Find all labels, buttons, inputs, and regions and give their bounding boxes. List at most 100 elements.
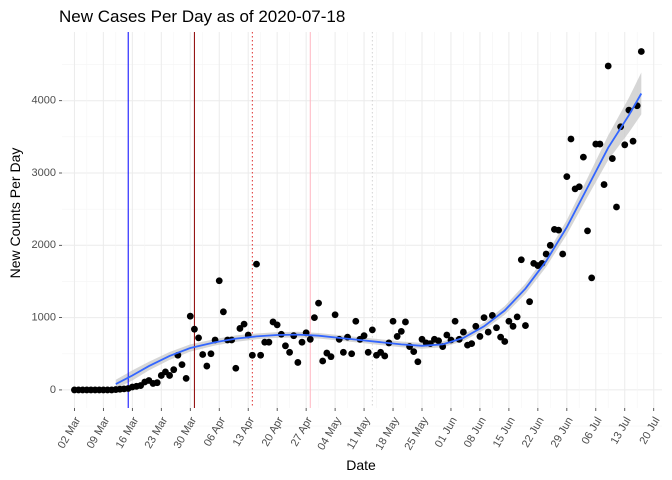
data-point bbox=[203, 362, 211, 370]
data-point bbox=[575, 183, 583, 191]
data-point bbox=[327, 353, 335, 361]
data-point bbox=[621, 141, 629, 149]
data-point bbox=[199, 351, 207, 358]
data-point bbox=[240, 320, 248, 328]
data-point bbox=[555, 226, 562, 234]
x-tick-label: 22 Jun bbox=[520, 415, 547, 450]
data-point bbox=[253, 260, 260, 268]
data-point bbox=[186, 312, 194, 320]
data-point bbox=[579, 153, 587, 161]
data-point bbox=[219, 308, 227, 316]
data-point bbox=[522, 322, 529, 329]
data-point bbox=[517, 256, 525, 264]
data-point bbox=[501, 338, 509, 345]
data-point bbox=[472, 322, 480, 330]
x-axis-title: Date bbox=[346, 457, 376, 473]
data-point bbox=[584, 227, 591, 235]
data-point bbox=[402, 318, 409, 326]
data-point bbox=[497, 333, 505, 341]
data-point bbox=[311, 314, 318, 322]
data-point bbox=[364, 348, 372, 356]
data-point bbox=[493, 324, 500, 332]
x-tick-label: 25 May bbox=[402, 415, 431, 453]
data-point bbox=[546, 241, 554, 249]
y-tick-label: 3000 bbox=[32, 167, 56, 179]
x-tick-label: 16 Mar bbox=[114, 415, 142, 451]
data-point bbox=[509, 322, 517, 330]
data-point bbox=[306, 335, 314, 343]
data-point bbox=[567, 135, 575, 143]
data-point bbox=[459, 328, 467, 336]
x-tick-label: 20 Apr bbox=[260, 415, 286, 449]
x-tick-label: 23 Mar bbox=[143, 415, 171, 451]
data-point bbox=[488, 312, 496, 319]
data-point bbox=[265, 338, 273, 346]
data-point bbox=[505, 317, 513, 325]
x-tick-label: 29 Jun bbox=[549, 415, 576, 450]
data-point bbox=[257, 351, 265, 359]
data-point bbox=[604, 62, 612, 70]
data-point bbox=[414, 358, 422, 366]
data-point bbox=[215, 277, 223, 285]
data-point bbox=[178, 361, 186, 369]
data-point bbox=[559, 250, 567, 258]
data-point bbox=[435, 337, 442, 345]
data-point bbox=[484, 328, 492, 336]
x-tick-label: 09 Mar bbox=[85, 415, 113, 451]
data-point bbox=[629, 137, 637, 145]
x-tick-label: 02 Mar bbox=[56, 415, 84, 451]
x-tick-label: 15 Jun bbox=[491, 415, 518, 450]
x-tick-label: 06 Jul bbox=[580, 415, 605, 446]
data-point bbox=[207, 350, 215, 358]
data-point bbox=[513, 313, 521, 321]
x-tick-label: 04 May bbox=[316, 415, 345, 453]
data-point bbox=[451, 317, 459, 325]
data-point bbox=[389, 317, 397, 325]
smooth-curve bbox=[115, 93, 643, 385]
data-point bbox=[352, 317, 360, 325]
data-point bbox=[608, 155, 616, 162]
x-axis-ticks: 02 Mar 09 Mar 16 Mar 23 Mar 30 Mar 06 Apr 13 A… bbox=[56, 408, 663, 452]
x-tick-label: 06 Apr bbox=[202, 415, 228, 449]
data-point bbox=[248, 351, 256, 359]
x-tick-label: 30 Mar bbox=[172, 415, 200, 451]
data-point bbox=[410, 348, 418, 355]
x-tick-label: 13 Apr bbox=[231, 415, 257, 449]
data-point bbox=[331, 311, 339, 319]
y-axis-ticks: 0 1000 2000 3000 4000 bbox=[32, 95, 62, 396]
grid bbox=[62, 32, 662, 427]
data-point bbox=[443, 331, 451, 339]
chart-title: New Cases Per Day as of 2020-07-18 bbox=[59, 7, 345, 26]
data-point bbox=[526, 298, 533, 306]
data-point bbox=[393, 333, 401, 340]
data-point bbox=[480, 314, 488, 322]
y-tick-label: 4000 bbox=[32, 95, 56, 107]
data-point bbox=[596, 140, 604, 148]
x-tick-label: 18 May bbox=[373, 415, 402, 453]
y-axis-title: New Counts Per Day bbox=[7, 148, 23, 279]
data-point bbox=[319, 357, 327, 365]
data-point bbox=[397, 327, 405, 335]
data-point bbox=[195, 334, 202, 342]
data-point bbox=[588, 274, 596, 282]
data-point bbox=[273, 321, 281, 329]
data-point bbox=[339, 348, 347, 356]
data-point bbox=[360, 332, 368, 340]
y-tick-label: 1000 bbox=[32, 312, 56, 324]
data-point bbox=[182, 374, 190, 382]
data-point bbox=[294, 359, 302, 366]
data-point bbox=[368, 326, 376, 334]
y-tick-label: 2000 bbox=[32, 239, 56, 251]
x-tick-label: 13 Jul bbox=[609, 415, 634, 446]
data-point bbox=[468, 340, 476, 348]
x-tick-label: 20 Jul bbox=[637, 415, 662, 446]
x-tick-label: 01 Jun bbox=[433, 415, 460, 450]
x-tick-label: 11 May bbox=[345, 415, 373, 452]
data-point bbox=[153, 379, 161, 387]
x-tick-label: 08 Jun bbox=[462, 415, 489, 450]
data-point bbox=[191, 325, 198, 333]
data-point bbox=[637, 48, 645, 55]
data-point bbox=[166, 372, 173, 379]
